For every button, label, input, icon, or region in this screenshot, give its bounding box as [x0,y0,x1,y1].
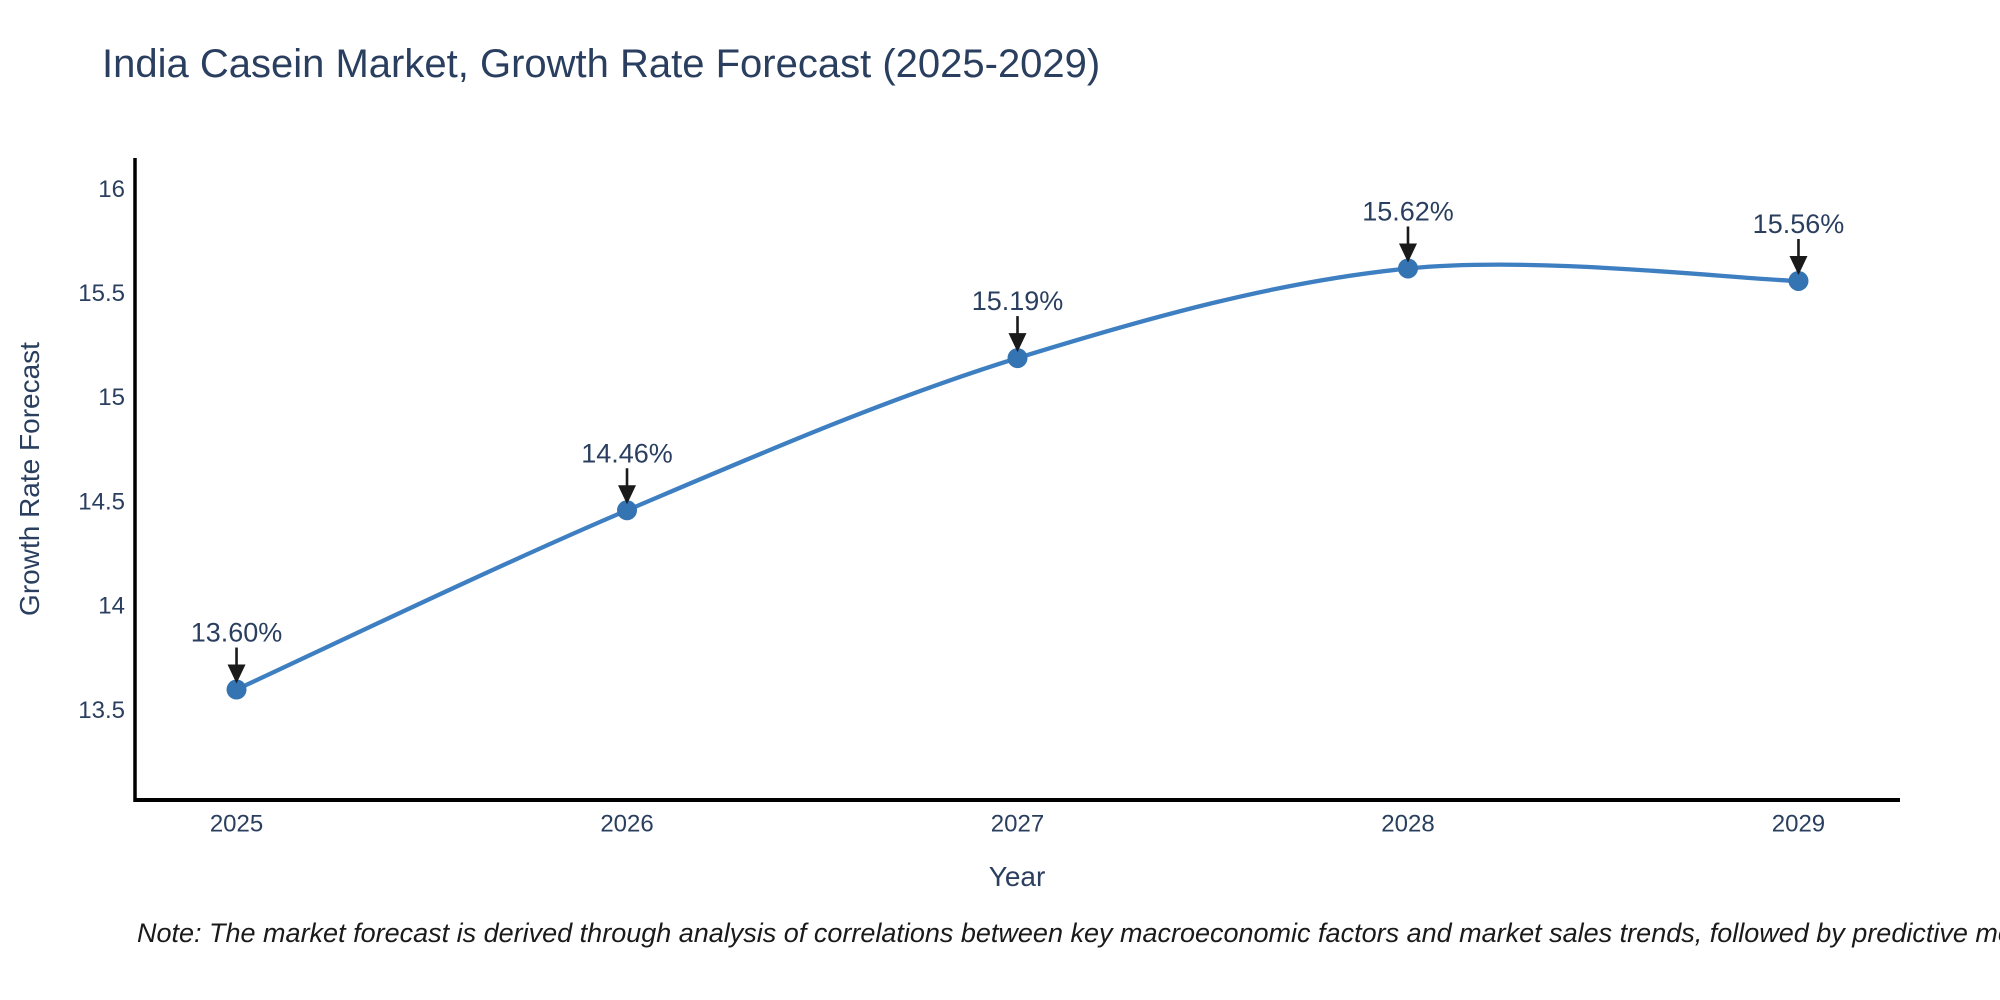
annotation-label: 15.19% [972,286,1064,316]
data-point-marker [617,500,638,521]
y-axis-tick-label: 13.5 [78,697,125,724]
x-axis-tick-label: 2025 [210,811,263,838]
annotation-label: 15.56% [1753,209,1845,239]
chart-title: India Casein Market, Growth Rate Forecas… [102,42,1101,86]
annotation-arrowhead [1398,243,1417,263]
x-axis-tick-label: 2029 [1772,811,1825,838]
data-point-marker [1397,258,1418,279]
y-axis-tick-label: 14 [98,593,125,620]
annotation-arrowhead [1789,255,1808,275]
y-axis-tick-label: 15 [98,384,125,411]
y-axis-tick-label: 14.5 [78,488,125,515]
x-axis-tick-label: 2028 [1381,811,1434,838]
annotation-label: 13.60% [191,618,283,648]
annotation-arrowhead [227,664,246,684]
x-axis-tick-label: 2027 [991,811,1044,838]
data-point-marker [1788,270,1809,291]
annotation-arrowhead [1008,333,1027,353]
x-axis-title: Year [988,861,1046,892]
data-point-marker [1007,348,1028,369]
data-point-marker [226,679,247,700]
annotation-arrowhead [618,485,637,505]
y-axis-title: Growth Rate Forecast [14,342,45,616]
x-axis-tick-label: 2026 [600,811,653,838]
y-axis-tick-label: 16 [98,176,125,203]
annotation-label: 15.62% [1362,196,1454,226]
y-axis-tick-label: 15.5 [78,280,125,307]
annotation-label: 14.46% [581,438,673,468]
footnote-text: Note: The market forecast is derived thr… [137,918,2000,948]
